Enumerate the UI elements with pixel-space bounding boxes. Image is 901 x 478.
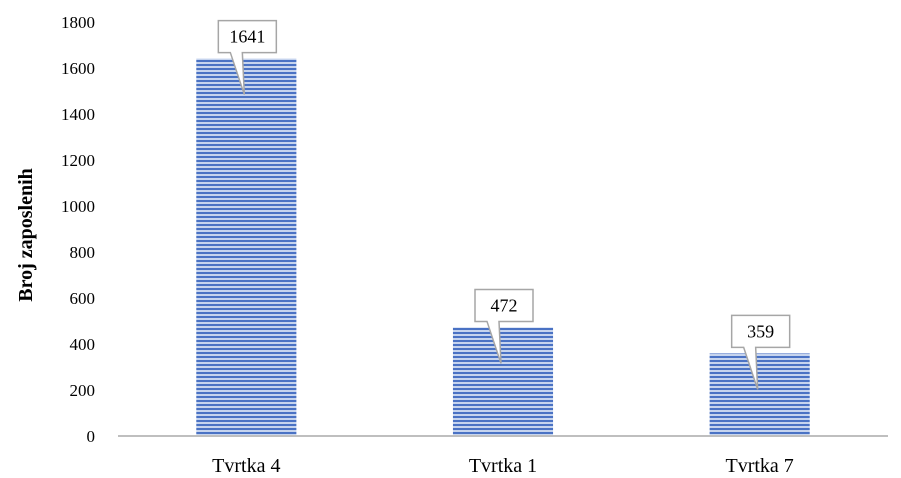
x-tick-label: Tvrtka 1 bbox=[469, 455, 537, 477]
x-tick-label: Tvrtka 7 bbox=[726, 455, 794, 477]
x-tick-label: Tvrtka 4 bbox=[212, 455, 280, 477]
y-tick-label: 1000 bbox=[61, 197, 95, 216]
y-tick-label: 0 bbox=[87, 427, 96, 446]
y-tick-label: 400 bbox=[70, 335, 96, 354]
data-label-box bbox=[474, 288, 534, 364]
bar bbox=[452, 327, 554, 436]
data-label-callout: 359 bbox=[730, 314, 791, 390]
y-tick-label: 1200 bbox=[61, 151, 95, 170]
data-label-box bbox=[730, 314, 791, 390]
y-tick-label: 1400 bbox=[61, 105, 95, 124]
y-axis-label: Broj zaposlenih bbox=[15, 168, 37, 302]
data-label-box bbox=[217, 19, 278, 95]
data-label-callout: 472 bbox=[474, 288, 534, 364]
bar bbox=[196, 58, 297, 436]
y-tick-label: 200 bbox=[70, 381, 96, 400]
data-label: 1641 bbox=[229, 27, 265, 47]
data-label: 359 bbox=[747, 321, 774, 341]
data-label-callout: 1641 bbox=[217, 19, 278, 95]
data-label: 472 bbox=[491, 295, 518, 315]
data-labels: 1641 472 359 bbox=[217, 19, 791, 390]
y-tick-label: 1600 bbox=[61, 59, 95, 78]
y-axis-ticks: 0 200 400 600 800 1000 1200 1400 1600 1800 bbox=[61, 13, 95, 446]
bar bbox=[709, 353, 810, 436]
y-tick-label: 800 bbox=[70, 243, 96, 262]
bars bbox=[196, 58, 810, 436]
y-tick-label: 1800 bbox=[61, 13, 95, 32]
x-axis-category-labels: Tvrtka 4 Tvrtka 1 Tvrtka 7 bbox=[212, 455, 794, 477]
y-tick-label: 600 bbox=[70, 289, 96, 308]
